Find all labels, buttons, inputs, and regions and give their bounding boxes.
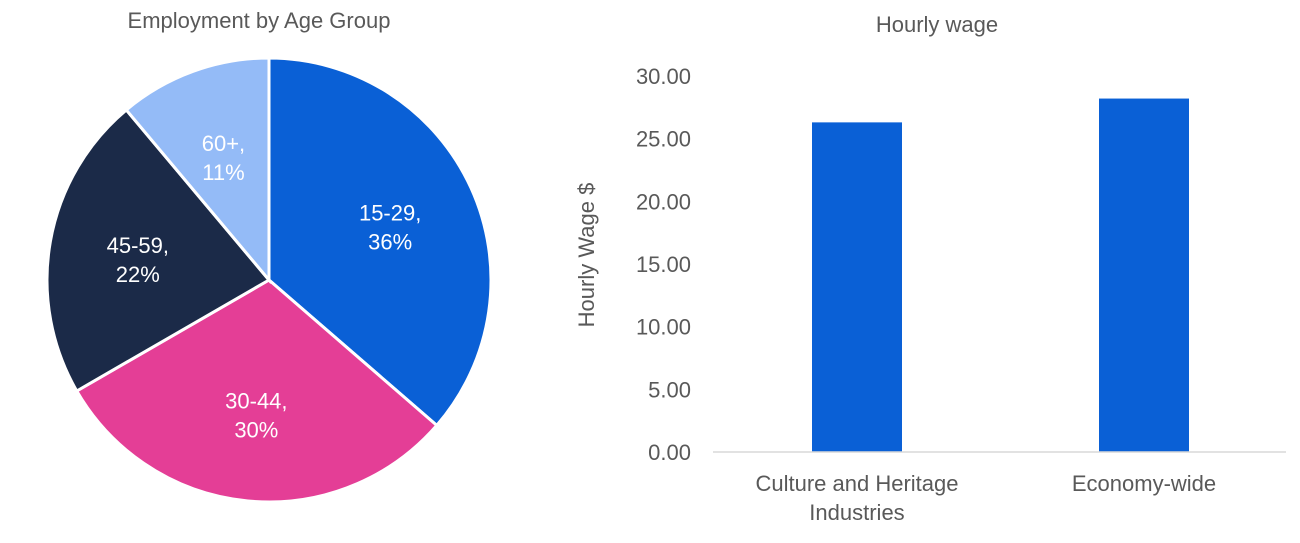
pie-labels: 15-29, 36% 30-44, 30% 45-59, 22% 60+, 11% bbox=[107, 131, 422, 443]
pie-slice-15-29 bbox=[267, 56, 493, 428]
y-tick-label: 15.00 bbox=[636, 252, 691, 277]
pie-chart: Employment by Age Group 15-29, 36% 30-44, 3… bbox=[45, 8, 493, 504]
pie-slice-value-label: 11% bbox=[202, 160, 244, 185]
y-axis-label: Hourly Wage $ bbox=[574, 183, 599, 328]
pie-chart-title: Employment by Age Group bbox=[128, 8, 391, 33]
y-tick-label: 10.00 bbox=[636, 315, 691, 340]
pie-slice-label: 15-29, bbox=[359, 201, 421, 226]
pie-slice-45-59 bbox=[45, 107, 272, 394]
x-category-label: Industries bbox=[809, 500, 904, 525]
bar-chart: Hourly wage Hourly Wage $ 0.00 5.00 10.00 1… bbox=[574, 12, 1286, 525]
y-tick-label: 30.00 bbox=[636, 64, 691, 89]
pie-slice-label: 45-59, bbox=[107, 233, 169, 258]
y-tick-label: 5.00 bbox=[648, 377, 691, 402]
x-axis-categories: Culture and Heritage Industries Economy-wi… bbox=[755, 471, 1216, 525]
y-tick-label: 20.00 bbox=[636, 189, 691, 214]
pie-slices bbox=[45, 56, 493, 504]
bar-chart-title: Hourly wage bbox=[876, 12, 998, 37]
pie-slice-value-label: 36% bbox=[368, 230, 412, 255]
pie-slice-value-label: 22% bbox=[116, 262, 160, 287]
bar bbox=[1099, 98, 1189, 452]
pie-slice-value-label: 30% bbox=[234, 418, 278, 443]
y-tick-label: 0.00 bbox=[648, 440, 691, 465]
x-category-label: Economy-wide bbox=[1072, 471, 1216, 496]
y-tick-label: 25.00 bbox=[636, 127, 691, 152]
pie-slice-label: 60+, bbox=[202, 131, 245, 156]
y-axis-ticks: 0.00 5.00 10.00 15.00 20.00 25.00 30.00 bbox=[636, 64, 691, 465]
bars bbox=[812, 98, 1189, 452]
x-category-label: Culture and Heritage bbox=[755, 471, 958, 496]
pie-slice-30-44 bbox=[74, 278, 439, 504]
bar bbox=[812, 122, 902, 452]
pie-slice-60-plus bbox=[124, 56, 271, 285]
pie-slice-label: 30-44, bbox=[225, 389, 287, 414]
